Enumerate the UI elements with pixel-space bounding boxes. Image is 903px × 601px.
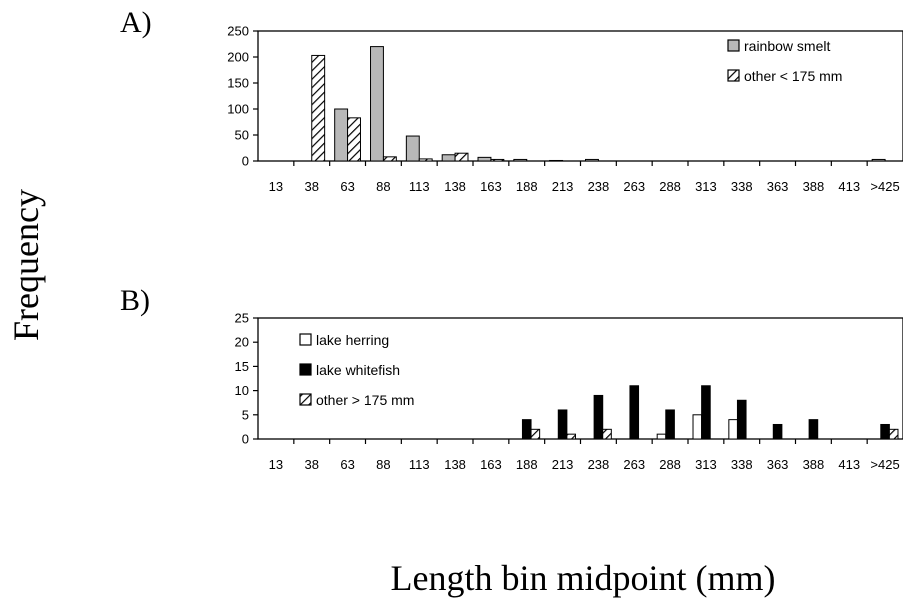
panel-a-y-tick-label: 150 xyxy=(227,76,249,91)
panel-a-x-tick-label: 413 xyxy=(838,179,860,194)
panel-a-legend-swatch xyxy=(727,39,740,52)
panel-a-x-tick-label: >425 xyxy=(870,179,899,194)
panel-b-x-tick-label: 88 xyxy=(376,457,390,472)
panel-a-bar-gray xyxy=(405,135,420,162)
panel-b-x-tick-label: 138 xyxy=(444,457,466,472)
panel-b-y-tick-label: 25 xyxy=(235,311,249,326)
panel-a-x-tick-label: 88 xyxy=(376,179,390,194)
panel-b-bar-hatch xyxy=(602,428,612,440)
panel-b-bar-black xyxy=(736,399,747,440)
panel-b-x-tick-label: 188 xyxy=(516,457,538,472)
panel-b-y-tick-label: 10 xyxy=(235,383,249,398)
panel-a-bar-hatch xyxy=(311,54,326,162)
panel-a-bar-gray xyxy=(871,158,886,162)
panel-a-x-tick-label: 313 xyxy=(695,179,717,194)
panel-b-bar-white xyxy=(728,419,738,440)
panel-b-x-tick-label: 338 xyxy=(731,457,753,472)
panel-b-bar-black xyxy=(665,409,675,440)
panel-b-x-tick-label: >425 xyxy=(870,457,899,472)
panel-a-bar-gray xyxy=(477,156,492,162)
panel-b-bar-black xyxy=(880,423,890,440)
panel-b-bar-black xyxy=(772,423,783,440)
panel-b-label: B) xyxy=(120,284,150,317)
panel-a-x-tick-label: 38 xyxy=(305,179,319,194)
panel-b-bar-black xyxy=(593,394,604,440)
panel-b-legend-swatch xyxy=(299,363,312,376)
panel-a-bar-hatch xyxy=(490,158,505,162)
panel-b-y-tick-label: 0 xyxy=(242,432,249,447)
panel-a-x-tick-label: 338 xyxy=(731,179,753,194)
panel-b-legend-label: other > 175 mm xyxy=(316,392,414,408)
figure-x-axis-label: Length bin midpoint (mm) xyxy=(391,558,776,598)
panel-b-x-tick-label: 238 xyxy=(588,457,610,472)
panel-a-legend-label: other < 175 mm xyxy=(744,68,842,84)
panel-b-chart: 0 5 10 15 20 25 13 38 63 88 113 138 163 188 213 238 263 2… xyxy=(235,311,903,472)
panel-a-y-tick-label: 200 xyxy=(227,50,249,65)
panel-a-bar-gray xyxy=(513,158,528,162)
panel-b-y-tick-label: 5 xyxy=(242,407,249,422)
panel-b-x-tick-label: 413 xyxy=(838,457,860,472)
panel-a-bar-gray xyxy=(334,108,349,162)
panel-a-x-tick-label: 138 xyxy=(444,179,466,194)
panel-a-x-tick-label: 163 xyxy=(480,179,502,194)
panel-b-x-tick-label: 388 xyxy=(803,457,825,472)
panel-a-x-tick-label: 213 xyxy=(552,179,574,194)
panel-b-x-tick-label: 213 xyxy=(552,457,574,472)
panel-a-bar-hatch xyxy=(418,158,433,162)
panel-a-y-tick-label: 0 xyxy=(242,154,249,169)
panel-a-bar-hatch xyxy=(454,152,469,162)
panel-b-x-tick-label: 38 xyxy=(305,457,319,472)
panel-a-x-tick-label: 238 xyxy=(588,179,610,194)
panel-b-y-tick-label: 20 xyxy=(235,335,249,350)
panel-b-bar-hatch xyxy=(566,433,576,440)
panel-a-y-tick-label: 100 xyxy=(227,102,249,117)
panel-a-bar-gray xyxy=(585,158,599,162)
panel-a-bar-gray xyxy=(370,46,384,162)
panel-a-chart: 0 50 100 150 200 250 13 38 63 88 113 138 163 188 213 23… xyxy=(227,24,903,194)
panel-b-bar-black xyxy=(629,385,640,440)
panel-a-label: A) xyxy=(120,6,152,39)
panel-b-bar-hatch xyxy=(888,428,899,440)
panel-b-bar-black xyxy=(557,409,568,440)
panel-b-legend-label: lake whitefish xyxy=(316,362,400,378)
panel-a-x-tick-label: 363 xyxy=(767,179,789,194)
panel-b-y-tick-label: 15 xyxy=(235,359,249,374)
panel-b-x-tick-label: 363 xyxy=(767,457,789,472)
panel-b-x-tick-label: 63 xyxy=(340,457,354,472)
panel-a-legend-label: rainbow smelt xyxy=(744,38,830,54)
panel-a-bar-hatch xyxy=(347,117,361,162)
panel-b-x-tick-label: 313 xyxy=(695,457,717,472)
panel-b-bar-black xyxy=(521,419,532,440)
panel-b-legend-label: lake herring xyxy=(316,332,389,348)
panel-b-legend-swatch xyxy=(299,333,312,346)
panel-b-bar-hatch xyxy=(530,428,541,440)
panel-b-x-tick-label: 13 xyxy=(269,457,283,472)
panel-b-bar-white xyxy=(692,414,703,440)
panel-b-bar-white xyxy=(656,433,667,440)
panel-b-x-tick-label: 163 xyxy=(480,457,502,472)
panel-a-x-tick-label: 113 xyxy=(409,179,430,194)
panel-b-x-tick-label: 113 xyxy=(409,457,430,472)
figure-y-axis-label: Frequency xyxy=(6,189,46,341)
panel-a-x-tick-label: 188 xyxy=(516,179,538,194)
panel-b-x-tick-label: 288 xyxy=(659,457,681,472)
panel-a-legend-swatch xyxy=(727,69,740,82)
panel-a-x-tick-label: 263 xyxy=(623,179,645,194)
panel-a-bar-gray xyxy=(441,154,456,162)
panel-a-bar-hatch xyxy=(382,156,397,162)
panel-b-x-tick-label: 263 xyxy=(623,457,645,472)
panel-a-bar-gray xyxy=(549,159,564,162)
panel-b-bar-black xyxy=(701,385,711,440)
panel-a-x-tick-label: 13 xyxy=(269,179,283,194)
panel-a-x-tick-label: 288 xyxy=(659,179,681,194)
panel-a-y-tick-label: 50 xyxy=(235,128,249,143)
panel-a-x-tick-label: 63 xyxy=(340,179,354,194)
panel-b-legend-swatch xyxy=(299,393,312,406)
panel-b-bar-black xyxy=(808,419,819,440)
panel-a-x-tick-label: 388 xyxy=(803,179,825,194)
panel-a-y-tick-label: 250 xyxy=(227,24,249,39)
